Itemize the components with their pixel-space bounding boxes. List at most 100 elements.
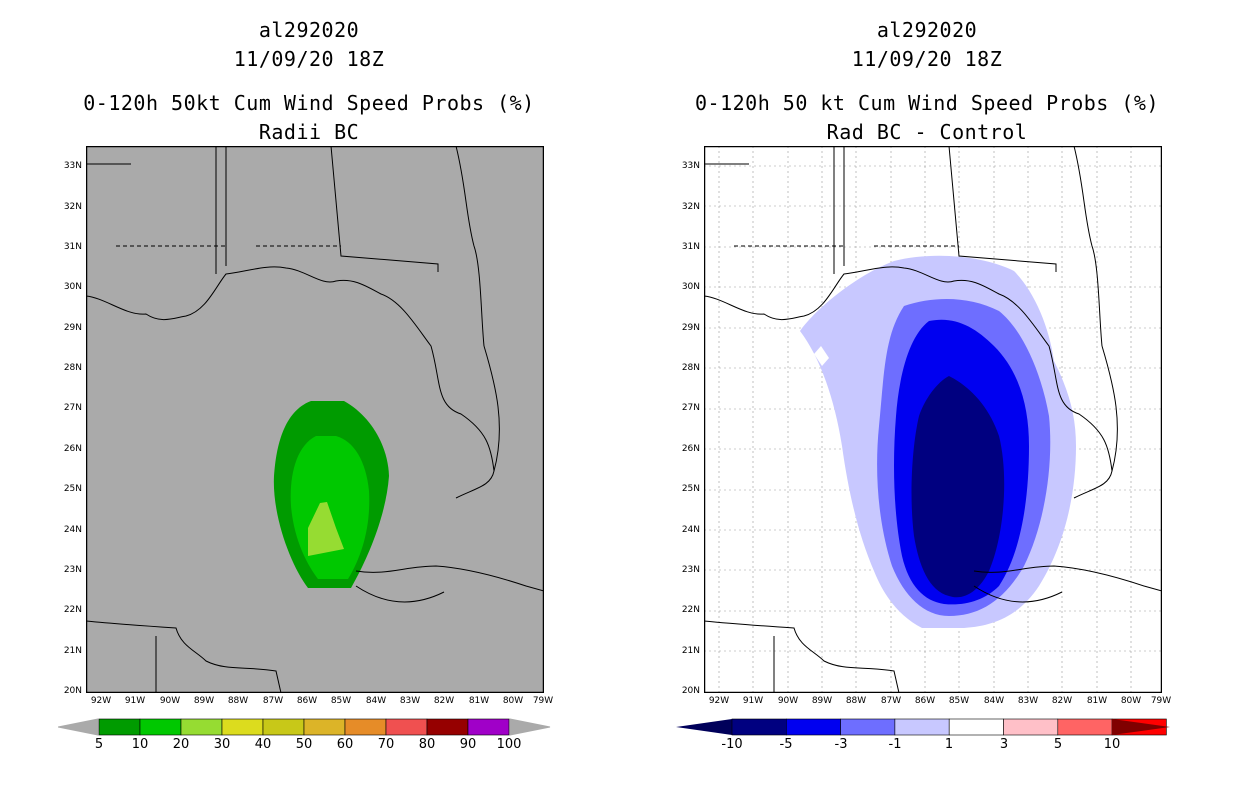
y-label: 32N [63, 202, 82, 212]
y-label: 22N [681, 605, 700, 615]
colorbar-label: 60 [336, 737, 354, 752]
colorbar-swatch [731, 718, 787, 736]
x-label: 84W [365, 696, 387, 706]
x-label: 88W [227, 696, 249, 706]
colorbar-swatch [385, 718, 428, 736]
colorbar-label: 90 [459, 737, 477, 752]
x-label: 85W [948, 696, 970, 706]
left-subtitle: Radii BC [258, 120, 360, 144]
y-label: 28N [681, 363, 700, 373]
y-label: 31N [681, 242, 700, 252]
right-subtitle: Rad BC - Control [826, 120, 1028, 144]
left-map-frame [86, 146, 544, 693]
colorbar-label: 10 [131, 737, 149, 752]
y-label: 20N [63, 686, 82, 696]
x-label: 91W [124, 696, 146, 706]
colorbar-swatch [98, 718, 141, 736]
x-label: 86W [296, 696, 318, 706]
x-label: 80W [1120, 696, 1142, 706]
colorbar-swatch [948, 718, 1004, 736]
right-panel: al292020 11/09/20 18Z 0-120h 50 kt Cum W… [618, 0, 1236, 800]
colorbar-swatch [303, 718, 346, 736]
y-label: 26N [63, 444, 82, 454]
y-label: 30N [681, 282, 700, 292]
colorbar-high-arrow [1112, 719, 1170, 735]
right-gridlines [704, 146, 1162, 693]
x-label: 81W [468, 696, 490, 706]
y-label: 21N [63, 646, 82, 656]
x-label: 89W [193, 696, 215, 706]
right-datetime: 11/09/20 18Z [851, 47, 1003, 71]
y-label: 31N [63, 242, 82, 252]
x-label: 90W [159, 696, 181, 706]
x-label: 81W [1086, 696, 1108, 706]
x-label: 79W [1150, 696, 1172, 706]
y-label: 26N [681, 444, 700, 454]
colorbar-swatch [139, 718, 182, 736]
y-label: 33N [681, 161, 700, 171]
y-label: 24N [63, 525, 82, 535]
colorbar-high-arrow [509, 718, 551, 736]
y-label: 23N [681, 565, 700, 575]
colorbar-swatch [786, 718, 841, 736]
left-datetime: 11/09/20 18Z [233, 47, 385, 71]
colorbar-label: 100 [496, 737, 522, 752]
x-label: 92W [708, 696, 730, 706]
colorbar-label: 5 [94, 737, 104, 752]
left-storm-id: al292020 [258, 18, 360, 42]
x-label: 87W [262, 696, 284, 706]
y-label: 29N [63, 323, 82, 333]
colorbar-label: -3 [834, 737, 848, 752]
left-title: 0-120h 50kt Cum Wind Speed Probs (%) [83, 91, 535, 115]
colorbar-swatch [1057, 718, 1113, 736]
left-panel: al292020 11/09/20 18Z 0-120h 50kt Cum Wi… [58, 18, 554, 752]
colorbar-low-arrow [58, 718, 99, 736]
colorbar-label: -10 [721, 737, 743, 752]
right-map-frame [704, 146, 1162, 693]
colorbar-swatch [894, 718, 950, 736]
y-label: 27N [681, 403, 700, 413]
y-label: 25N [63, 484, 82, 494]
y-label: 30N [63, 282, 82, 292]
x-label: 89W [811, 696, 833, 706]
colorbar-label: 20 [172, 737, 190, 752]
x-label: 86W [914, 696, 936, 706]
x-label: 91W [742, 696, 764, 706]
colorbar-label: 40 [254, 737, 272, 752]
right-storm-id: al292020 [876, 18, 978, 42]
y-label: 25N [681, 484, 700, 494]
colorbar-swatch [426, 718, 469, 736]
colorbar-low-arrow [676, 719, 732, 735]
colorbar-label: 50 [295, 737, 313, 752]
diff-positive-pocket [814, 346, 829, 366]
colorbar-label: -1 [888, 737, 902, 752]
colorbar-swatch [467, 718, 510, 736]
x-label: 85W [330, 696, 352, 706]
right-title: 0-120h 50 kt Cum Wind Speed Probs (%) [694, 91, 1160, 115]
left-map [86, 146, 544, 693]
x-label: 88W [845, 696, 867, 706]
y-label: 24N [681, 525, 700, 535]
colorbar-label: 1 [944, 737, 954, 752]
colorbar-label: 5 [1053, 737, 1063, 752]
y-label: 20N [681, 686, 700, 696]
colorbar-label: -5 [779, 737, 793, 752]
right-map [704, 146, 1162, 693]
colorbar-swatch [344, 718, 387, 736]
x-label: 82W [433, 696, 455, 706]
colorbar-label: 80 [418, 737, 436, 752]
y-label: 21N [681, 646, 700, 656]
x-label: 79W [532, 696, 554, 706]
colorbar-label: 30 [213, 737, 231, 752]
right-coastlines [704, 146, 1162, 693]
x-label: 92W [90, 696, 112, 706]
colorbar-swatch [840, 718, 896, 736]
colorbar-swatch [180, 718, 223, 736]
y-label: 32N [681, 202, 700, 212]
x-label: 82W [1051, 696, 1073, 706]
y-label: 29N [681, 323, 700, 333]
diff-contour-minus10 [911, 376, 1005, 598]
x-label: 83W [1017, 696, 1039, 706]
colorbar-swatch [1003, 718, 1059, 736]
colorbar-label: 70 [377, 737, 395, 752]
